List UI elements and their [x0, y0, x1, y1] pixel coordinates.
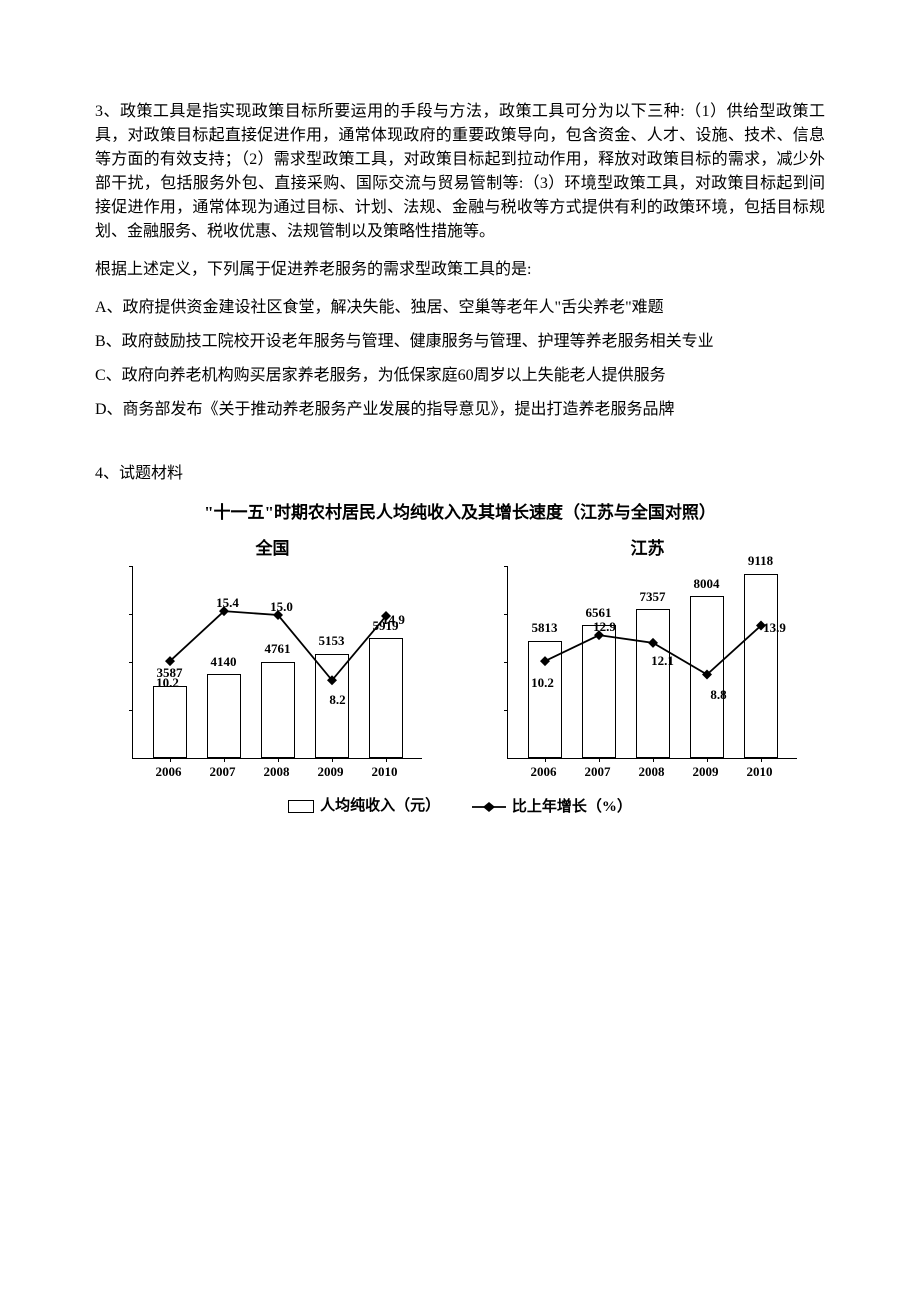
chart-panel-jiangsu: 江苏 5813656173578004911810.212.912.18.813… [470, 536, 825, 788]
x-axis-label: 2006 [531, 762, 557, 782]
question-3: 3、政策工具是指实现政策目标所要运用的手段与方法，政策工具可分为以下三种:（1）… [95, 100, 825, 422]
x-axis-label: 2007 [585, 762, 611, 782]
q3-prompt: 根据上述定义，下列属于促进养老服务的需求型政策工具的是: [95, 258, 825, 282]
x-axis-label: 2009 [318, 762, 344, 782]
q3-number: 3、 [95, 103, 120, 120]
line-value-label: 12.1 [651, 651, 674, 671]
x-axis-label: 2010 [747, 762, 773, 782]
x-axis-label: 2006 [156, 762, 182, 782]
q3-option-b[interactable]: B、政府鼓励技工院校开设老年服务与管理、健康服务与管理、护理等养老服务相关专业 [95, 330, 825, 354]
chart-row: 全国 3587414047615153591910.215.415.08.214… [95, 536, 825, 788]
q3-text: 3、政策工具是指实现政策目标所要运用的手段与方法，政策工具可分为以下三种:（1）… [95, 100, 825, 244]
q4-heading: 4、试题材料 [95, 462, 825, 486]
chart-panel-national: 全国 3587414047615153591910.215.415.08.214… [95, 536, 450, 788]
chartbox-jiangsu: 5813656173578004911810.212.912.18.813.9 … [493, 567, 803, 787]
chart-legend: 人均纯收入（元） 比上年增长（%） [95, 795, 825, 820]
line-value-label: 14.9 [382, 610, 405, 630]
plot-jiangsu: 5813656173578004911810.212.912.18.813.9 [507, 567, 797, 759]
line-value-label: 15.4 [216, 593, 239, 613]
legend-line-label: 比上年增长（%） [512, 796, 632, 819]
q4-label: 试题材料 [119, 465, 183, 482]
line-value-label: 15.0 [270, 597, 293, 617]
x-axis-label: 2008 [639, 762, 665, 782]
x-axis-label: 2008 [264, 762, 290, 782]
legend-bar: 人均纯收入（元） [288, 795, 440, 818]
legend-line: 比上年增长（%） [472, 796, 632, 819]
line-value-label: 12.9 [593, 617, 616, 637]
x-axis-label: 2009 [693, 762, 719, 782]
line-value-label: 8.2 [329, 690, 345, 710]
q3-body: 政策工具是指实现政策目标所要运用的手段与方法，政策工具可分为以下三种:（1）供给… [95, 103, 825, 240]
panel-header-jiangsu: 江苏 [631, 536, 665, 562]
legend-bar-label: 人均纯收入（元） [320, 795, 440, 818]
chartbox-national: 3587414047615153591910.215.415.08.214.9 … [118, 567, 428, 787]
legend-line-icon [472, 801, 506, 813]
plot-national: 3587414047615153591910.215.415.08.214.9 [132, 567, 422, 759]
chart-title: "十一五"时期农村居民人均纯收入及其增长速度（江苏与全国对照） [95, 500, 825, 526]
line-value-label: 13.9 [763, 618, 786, 638]
growth-line [133, 567, 423, 759]
line-value-label: 10.2 [156, 673, 179, 693]
x-axis-label: 2007 [210, 762, 236, 782]
q3-option-d[interactable]: D、商务部发布《关于推动养老服务产业发展的指导意见》，提出打造养老服务品牌 [95, 398, 825, 422]
line-value-label: 10.2 [531, 673, 554, 693]
question-4: 4、试题材料 "十一五"时期农村居民人均纯收入及其增长速度（江苏与全国对照） 全… [95, 462, 825, 820]
q3-option-c[interactable]: C、政府向养老机构购买居家养老服务，为低保家庭60周岁以上失能老人提供服务 [95, 364, 825, 388]
line-value-label: 8.8 [710, 685, 726, 705]
q4-number: 4、 [95, 465, 119, 482]
panel-header-national: 全国 [256, 536, 290, 562]
q3-option-a[interactable]: A、政府提供资金建设社区食堂，解决失能、独居、空巢等老年人"舌尖养老"难题 [95, 296, 825, 320]
legend-bar-icon [288, 800, 314, 813]
x-axis-label: 2010 [372, 762, 398, 782]
